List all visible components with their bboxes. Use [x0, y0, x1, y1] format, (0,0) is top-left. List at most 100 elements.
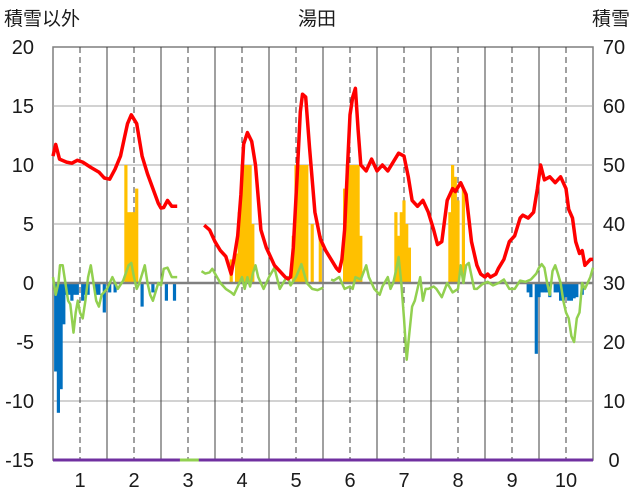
y-right-axis-label: 積雪	[592, 8, 630, 30]
snowfall-bar	[348, 165, 352, 283]
precipitation-bar	[94, 283, 98, 295]
precipitation-bar	[140, 283, 144, 307]
x-tick-label: 8	[452, 470, 463, 492]
precipitation-bar	[164, 283, 168, 301]
precipitation-bar	[561, 283, 565, 301]
snowfall-bar	[351, 165, 355, 283]
precipitation-bar	[556, 283, 560, 293]
precipitation-bar	[75, 283, 79, 295]
precipitation-bar	[73, 283, 77, 295]
precipitation-bar	[81, 283, 85, 301]
snowfall-bar	[251, 224, 255, 283]
snowfall-bar	[305, 165, 309, 283]
snowfall-bar	[356, 165, 360, 283]
x-tick-label: 10	[555, 470, 577, 492]
snowfall-bar	[124, 165, 128, 283]
x-tick-label: 5	[290, 470, 301, 492]
precipitation-bar	[537, 283, 541, 298]
snowfall-bar	[310, 224, 314, 283]
precipitation-bar	[56, 283, 60, 413]
y-right-tick-label: 70	[603, 37, 625, 59]
precipitation-bar	[553, 283, 557, 293]
precipitation-bar	[113, 283, 117, 293]
snow-depth-line	[203, 86, 593, 281]
precipitation-bar	[108, 283, 112, 293]
chart-title: 湯田	[298, 8, 336, 30]
snowfall-bar	[127, 212, 131, 283]
snowfall-bar	[297, 165, 301, 283]
precipitation-bar	[97, 283, 101, 295]
y-right-tick-label: 20	[603, 332, 625, 354]
y-left-tick-label: -10	[5, 391, 34, 413]
x-tick-label: 3	[182, 470, 193, 492]
x-tick-label: 6	[344, 470, 355, 492]
precipitation-bar	[564, 283, 568, 298]
snow-depth-line	[51, 113, 178, 210]
temperature-line	[51, 261, 178, 334]
snowfall-bar	[394, 212, 398, 283]
snowfall-bar	[240, 165, 244, 283]
precipitation-bar	[559, 283, 563, 301]
x-tick-label: 4	[236, 470, 247, 492]
precipitation-bar	[59, 283, 63, 390]
precipitation-bar	[569, 283, 573, 301]
snowfall-bar	[451, 165, 455, 283]
snowfall-bar	[302, 165, 306, 283]
snowfall-bar	[399, 212, 403, 283]
snowfall-bar	[248, 165, 252, 283]
x-tick-label: 2	[128, 470, 139, 492]
snowfall-bar	[135, 188, 139, 283]
snowfall-bar	[132, 212, 136, 283]
snowfall-bar	[405, 224, 409, 283]
y-right-tick-label: 40	[603, 214, 625, 236]
precipitation-bar	[54, 283, 58, 372]
precipitation-bar	[540, 283, 544, 293]
temperature-line	[330, 255, 595, 361]
snowfall-bar	[448, 212, 452, 283]
y-left-tick-label: 5	[23, 214, 34, 236]
y-left-tick-label: 20	[12, 37, 34, 59]
snowfall-bar	[461, 188, 465, 283]
precipitation-bar	[572, 283, 576, 299]
y-left-tick-label: -5	[16, 332, 34, 354]
precipitation-bar	[534, 283, 538, 354]
snowfall-bar	[456, 200, 460, 283]
y-right-tick-label: 10	[603, 391, 625, 413]
x-tick-label: 1	[74, 470, 85, 492]
snowfall-bar	[237, 212, 241, 283]
precipitation-bar	[86, 283, 90, 295]
y-right-tick-label: 30	[603, 273, 625, 295]
snowfall-bar	[243, 165, 247, 283]
snowfall-bar	[345, 165, 349, 283]
precipitation-bar	[70, 283, 74, 301]
snowfall-bar	[402, 200, 406, 283]
precipitation-bar	[542, 283, 546, 293]
snowfall-bar	[407, 247, 411, 283]
snowfall-bar	[318, 235, 322, 283]
precipitation-bar	[62, 283, 66, 325]
snowfall-bar	[353, 165, 357, 283]
x-tick-label: 7	[398, 470, 409, 492]
snowfall-bar	[235, 253, 239, 283]
y-right-tick-label: 50	[603, 155, 625, 177]
precipitation-bar	[526, 283, 530, 293]
temperature-line	[200, 262, 324, 297]
y-left-axis-label: 積雪以外	[4, 8, 80, 30]
snowfall-bar	[299, 165, 303, 283]
y-left-tick-label: 15	[12, 96, 34, 118]
precipitation-bar	[567, 283, 571, 301]
y-right-tick-label: 60	[603, 96, 625, 118]
snowfall-bar	[245, 165, 249, 283]
series-lines	[51, 86, 595, 361]
precipitation-bar	[529, 283, 533, 298]
snowfall-bar	[129, 212, 133, 283]
snowfall-bar	[453, 176, 457, 283]
y-right-ticks: 70 60 50 40 30 20 10 0	[603, 37, 625, 472]
precipitation-bars	[54, 283, 584, 413]
precipitation-bar	[102, 283, 106, 313]
precipitation-bar	[67, 283, 71, 295]
precipitation-bar	[151, 283, 155, 293]
precipitation-bar	[83, 283, 87, 295]
x-ticks: 1 2 3 4 5 6 7 8 9 10	[74, 470, 577, 492]
